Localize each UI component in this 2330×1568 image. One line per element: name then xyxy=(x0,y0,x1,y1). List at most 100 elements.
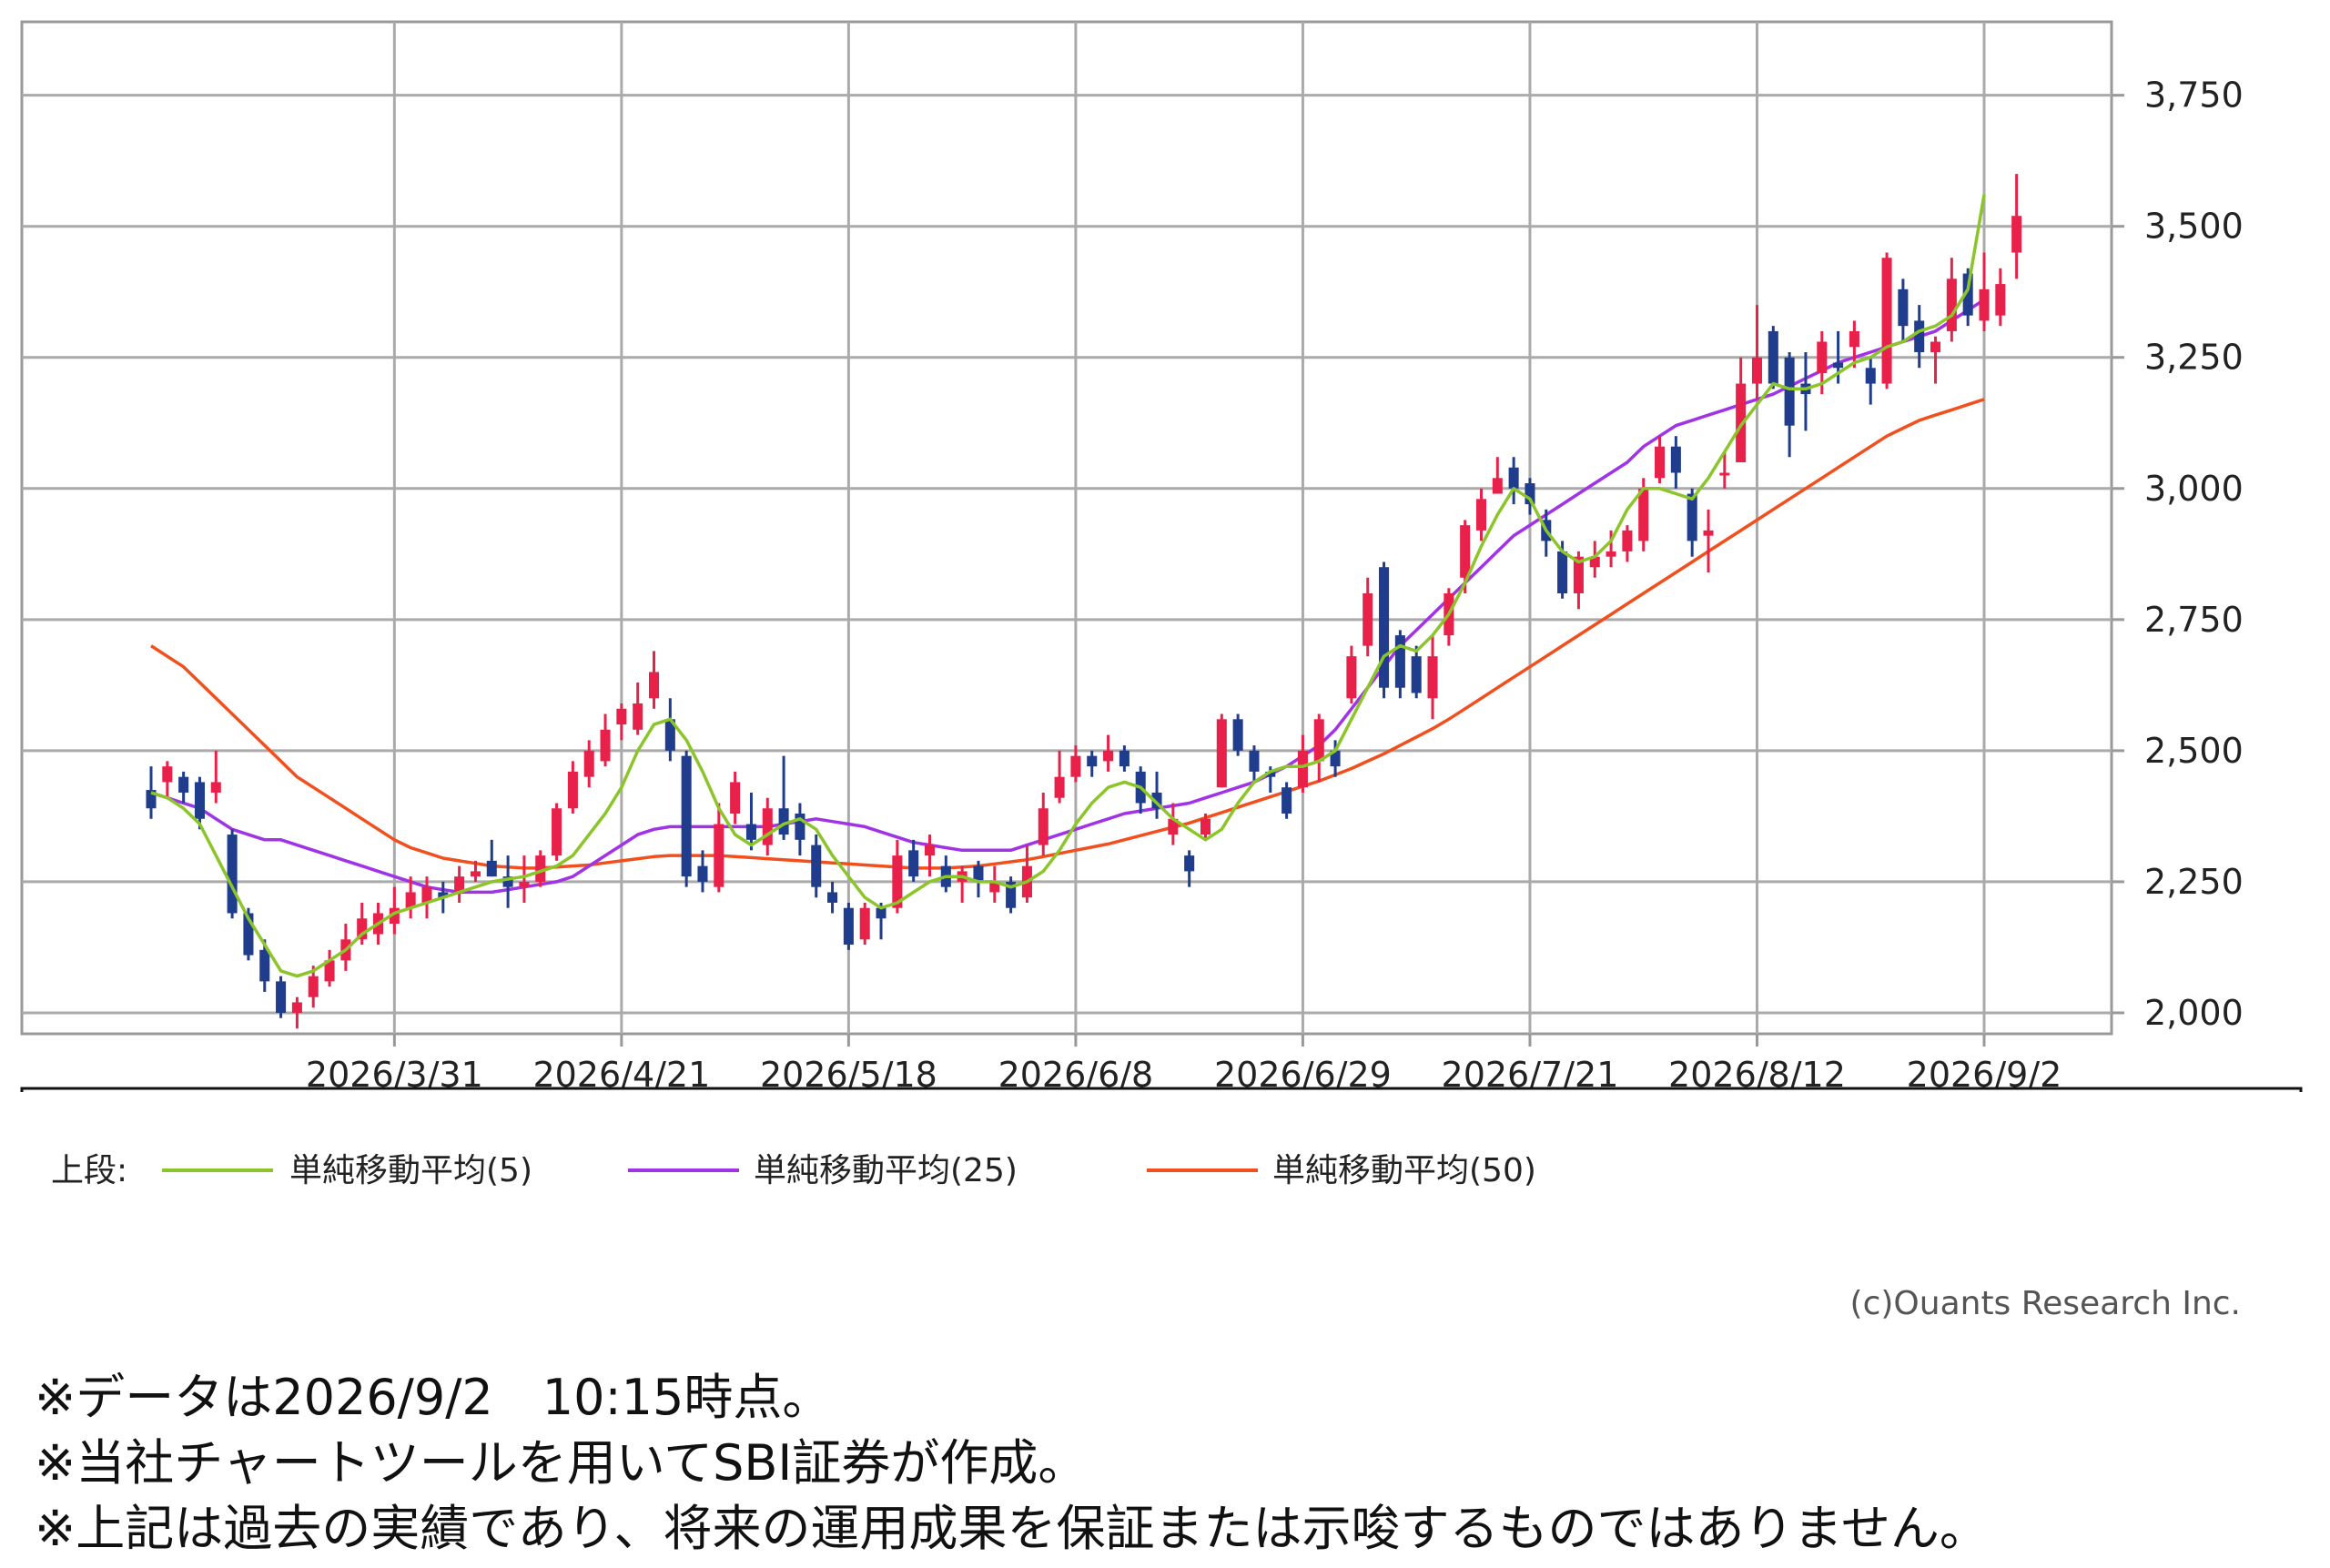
candle xyxy=(1606,530,1616,568)
candle-body-up xyxy=(308,976,319,997)
candle-body-up xyxy=(454,876,465,893)
candle xyxy=(405,876,416,919)
candle-body-up xyxy=(291,1002,302,1013)
candle-body-down xyxy=(1151,792,1162,809)
candle-body-down xyxy=(1670,446,1681,473)
candle xyxy=(1898,278,1909,342)
candle-body-down xyxy=(876,907,886,919)
candle xyxy=(714,803,724,893)
candle xyxy=(519,855,530,903)
candle-body-down xyxy=(1232,719,1243,751)
legend-box xyxy=(20,1087,2303,1092)
candle xyxy=(1249,745,1260,783)
candle xyxy=(1849,320,1859,369)
candle xyxy=(421,876,432,919)
candle xyxy=(730,771,741,824)
candle xyxy=(552,803,562,861)
candle-body-up xyxy=(1946,278,1957,331)
candlestick-chart: 3,750 3,500 3,250 3,000 2,750 2,500 2,250 2,000… xyxy=(20,20,2303,1092)
candle-body-up xyxy=(357,918,368,940)
plot-area xyxy=(20,20,2113,1036)
candle xyxy=(1784,351,1795,458)
candle-body-down xyxy=(259,949,270,982)
candle xyxy=(470,860,481,882)
candle xyxy=(486,839,497,877)
candle-body-down xyxy=(178,776,189,793)
y-axis-ticks: 3,750 3,500 3,250 3,000 2,750 2,500 2,250 2,000 xyxy=(2112,76,2244,1033)
candle-body-down xyxy=(1508,467,1519,489)
candle xyxy=(973,860,984,898)
candle xyxy=(1508,457,1519,505)
candle-body-up xyxy=(1606,551,1616,557)
candle xyxy=(178,771,189,804)
candle xyxy=(2011,174,2022,279)
candle-body-up xyxy=(1054,776,1065,798)
candle-body-up xyxy=(1216,719,1227,788)
candle xyxy=(1768,326,1778,389)
candle xyxy=(1930,336,1941,384)
candle xyxy=(1979,252,1990,331)
candle-body-up xyxy=(1638,488,1649,541)
candle xyxy=(924,835,936,877)
candle-body-up xyxy=(1995,284,2006,316)
candle xyxy=(1962,268,1973,327)
candle-body-up xyxy=(567,771,578,809)
candle-body-down xyxy=(1006,881,1017,908)
candle-body-down xyxy=(1282,787,1292,814)
candle-body-up xyxy=(389,907,400,925)
candle xyxy=(1200,814,1211,840)
candle-body-down xyxy=(843,907,854,946)
footnote-data-time: ※データは2026/9/2 10:15時点。 xyxy=(35,1369,832,1426)
candle xyxy=(389,886,400,935)
candle xyxy=(1119,745,1130,772)
candle xyxy=(1865,357,1876,405)
candle-body-up xyxy=(1313,719,1324,762)
candle-body-down xyxy=(1265,771,1276,777)
candle xyxy=(1703,509,1714,572)
candle xyxy=(308,966,319,1008)
candle xyxy=(259,939,270,992)
candle-body-down xyxy=(973,865,984,882)
candle xyxy=(1719,451,1730,489)
candle-body-up xyxy=(1363,593,1373,646)
candle xyxy=(697,850,708,893)
candle-body-down xyxy=(438,892,449,898)
candle-body-down xyxy=(1411,656,1422,693)
candle xyxy=(357,902,368,946)
candle-body-down xyxy=(502,876,513,887)
candle xyxy=(227,829,238,919)
candle-body-down xyxy=(1087,755,1098,767)
candle-body-down xyxy=(1330,750,1341,767)
candle-body-up xyxy=(1655,446,1666,479)
legend: 上段: 単純移動平均(5) 単純移動平均(25) 単純移動平均(50) xyxy=(51,1152,1536,1189)
footnote-tool: ※当社チャートツールを用いてSBI証券が作成。 xyxy=(35,1434,1088,1492)
candle-body-down xyxy=(1394,635,1405,688)
candle-body-down xyxy=(1962,273,1973,316)
candle xyxy=(1946,258,1957,342)
candle-body-down xyxy=(1184,855,1195,872)
footnote-disclaimer: ※上記は過去の実績であり、将来の運用成果を保証または示唆するものではありません。 xyxy=(35,1500,1989,1557)
candle-body-down xyxy=(1687,493,1697,541)
candle-body-down xyxy=(908,850,919,877)
candle xyxy=(1346,645,1357,704)
candle-body-up xyxy=(1038,808,1048,845)
candle-body-down xyxy=(795,814,805,840)
candle xyxy=(502,855,513,908)
candle-body-up xyxy=(633,703,643,730)
candle-body-up xyxy=(892,855,903,908)
candle-body-up xyxy=(1719,472,1730,476)
candle-body-down xyxy=(1914,320,1925,352)
candle-body-up xyxy=(1736,383,1747,462)
candle xyxy=(989,865,1000,903)
y-tick-label: 3,750 xyxy=(2144,76,2244,116)
candle-body-down xyxy=(146,790,157,809)
candle xyxy=(324,949,335,987)
candle-body-up xyxy=(421,886,432,903)
candle xyxy=(1589,541,1600,578)
candle-body-up xyxy=(762,808,773,845)
candle-body-up xyxy=(616,708,627,725)
candle-body-down xyxy=(1379,567,1390,688)
candle-body-down xyxy=(664,719,675,751)
candle xyxy=(1168,803,1179,845)
candle xyxy=(795,803,805,856)
